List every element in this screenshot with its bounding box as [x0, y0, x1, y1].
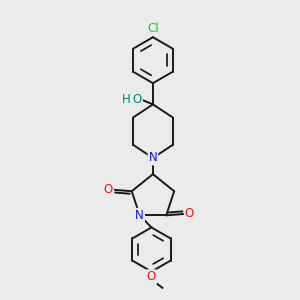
Text: H: H: [122, 93, 131, 106]
Text: O: O: [147, 270, 156, 283]
Text: O: O: [104, 183, 113, 196]
Text: N: N: [148, 152, 157, 164]
Text: N: N: [135, 209, 144, 222]
Text: Cl: Cl: [147, 22, 159, 35]
Text: O: O: [185, 207, 194, 220]
Text: O: O: [133, 93, 142, 106]
